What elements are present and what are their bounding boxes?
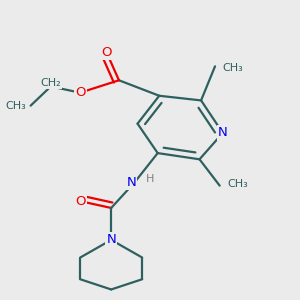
Text: N: N	[218, 127, 228, 140]
Text: O: O	[75, 86, 86, 99]
Text: O: O	[75, 195, 86, 208]
Text: CH₃: CH₃	[5, 101, 26, 111]
Text: N: N	[106, 233, 116, 246]
Text: H: H	[146, 174, 155, 184]
Text: CH₂: CH₂	[40, 78, 61, 88]
Text: CH₃: CH₃	[227, 179, 248, 189]
Text: N: N	[127, 176, 136, 189]
Text: CH₃: CH₃	[223, 63, 244, 73]
Text: O: O	[101, 46, 112, 59]
